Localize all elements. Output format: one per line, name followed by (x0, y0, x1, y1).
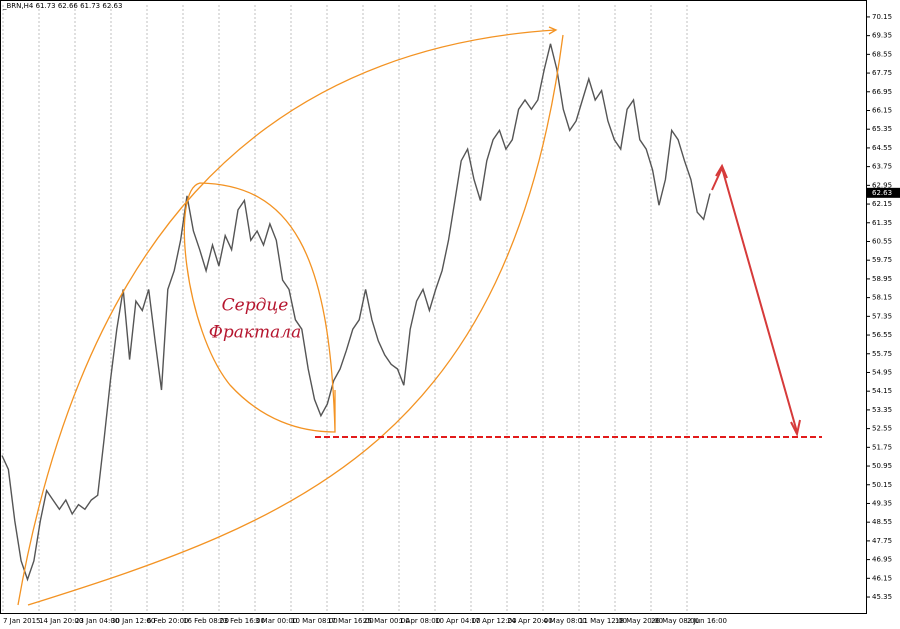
x-tick-label: 25 Mar 00:00 (363, 617, 410, 625)
arrow-head-top (715, 163, 728, 179)
x-tick-label: 4 May 08:00 (543, 617, 587, 625)
chart-title: _BRN,H4 61.73 62.66 61.73 62.63 (2, 2, 122, 10)
y-tick-label: 64.55 (872, 144, 892, 152)
y-tick-label: 57.35 (872, 312, 892, 320)
y-tick-label: 49.35 (872, 499, 892, 507)
y-tick-label: 58.95 (872, 275, 892, 283)
x-tick-label: 17 Apr 12:00 (471, 617, 517, 625)
x-tick-label: 6 Feb 20:00 (147, 617, 188, 625)
y-tick-label: 69.35 (872, 32, 892, 40)
x-tick-label: 2 Jun 16:00 (687, 617, 727, 625)
y-tick-label: 52.55 (872, 425, 892, 433)
y-tick-label: 46.95 (872, 556, 892, 564)
y-tick-label: 50.95 (872, 462, 892, 470)
x-tick-label: 10 Mar 08:00 (291, 617, 338, 625)
y-tick-label: 68.55 (872, 50, 892, 58)
y-tick-label: 59.75 (872, 256, 892, 264)
arc-lower (27, 34, 564, 606)
x-tick-label: 17 Mar 16:00 (327, 617, 374, 625)
x-tick-label: 18 May 20:00 (615, 617, 663, 625)
y-tick-label: 54.15 (872, 387, 892, 395)
x-tick-label: 3 Mar 00:00 (255, 617, 297, 625)
y-tick-label: 60.55 (872, 237, 892, 245)
y-tick-label: 56.55 (872, 331, 892, 339)
y-tick-label: 47.75 (872, 537, 892, 545)
y-tick-label: 67.75 (872, 69, 892, 77)
arrow-head-bottom (790, 419, 801, 437)
x-tick-label: 16 Feb 08:00 (183, 617, 229, 625)
y-tick-label: 66.15 (872, 106, 892, 114)
y-tick-label: 48.55 (872, 518, 892, 526)
y-tick-label: 66.95 (872, 88, 892, 96)
x-tick-label: 14 Jan 20:00 (39, 617, 83, 625)
current-price-label: 62.63 (872, 189, 892, 197)
x-tick-label: 24 Apr 20:00 (507, 617, 553, 625)
y-tick-label: 62.15 (872, 200, 892, 208)
y-tick-label: 54.95 (872, 368, 892, 376)
arrow-head (548, 26, 558, 35)
x-tick-label: 10 Apr 04:00 (435, 617, 481, 625)
y-tick-label: 46.15 (872, 574, 892, 582)
plot (1, 43, 711, 582)
y-tick-label: 53.35 (872, 406, 892, 414)
y-tick-label: 63.75 (872, 163, 892, 171)
forecast-arrow (711, 163, 801, 437)
x-tick-label: 30 Jan 12:00 (111, 617, 155, 625)
heart-loop (183, 182, 336, 433)
arc-upper (17, 29, 556, 606)
annotations-orange (17, 26, 564, 606)
y-tick-label: 55.75 (872, 350, 892, 358)
y-tick-label: 45.35 (872, 593, 892, 601)
y-tick-label: 51.75 (872, 443, 892, 451)
y-tick-label: 61.35 (872, 219, 892, 227)
y-tick-label: 65.35 (872, 125, 892, 133)
x-tick-label: 23 Feb 16:00 (219, 617, 265, 625)
x-tick-label: 7 Jan 2015 (3, 617, 41, 625)
x-tick-label: 23 Jan 04:00 (75, 617, 119, 625)
plot-frame (0, 0, 867, 614)
y-tick-label: 50.15 (872, 481, 892, 489)
grid (2, 5, 688, 612)
y-tick-label: 70.15 (872, 13, 892, 21)
price-line (1, 43, 711, 582)
x-tick-label: 11 May 12:00 (579, 617, 627, 625)
y-tick-label: 62.95 (872, 181, 892, 189)
x-tick-label: 26 May 08:00 (651, 617, 699, 625)
x-tick-label: 1 Apr 08:00 (399, 617, 440, 625)
annotation-text: Сердце (222, 296, 289, 316)
annotation-text: Фрактала (209, 323, 302, 343)
y-tick-label: 58.15 (872, 294, 892, 302)
current-price-box (867, 187, 900, 198)
